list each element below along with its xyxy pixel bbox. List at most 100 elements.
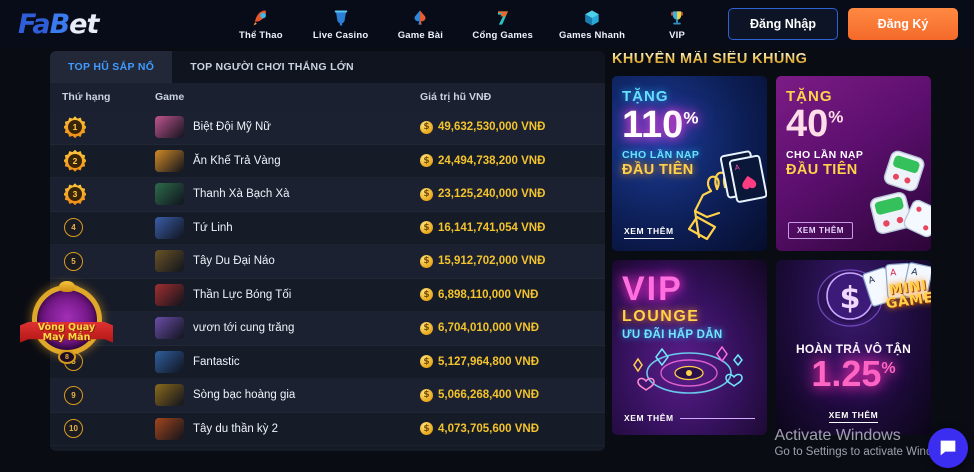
nav-item-game-bai[interactable]: Game Bài [394,8,446,41]
game-name: Tây Du Đại Náo [193,255,275,268]
game-name: Tây du thần kỳ 2 [193,422,279,435]
promo-amount-value: 1.25 [811,353,882,394]
promo-line1: TẶNG [622,88,669,105]
nav-label: Games Nhanh [559,29,626,41]
dollar-coin-icon: $ [420,388,433,402]
table-row[interactable]: 6Thần Lực Bóng Tối$6,898,110,000 VNĐ [50,278,605,312]
promo-amount-value: 40 [786,103,829,145]
jackpot-amount: 16,141,741,054 VNĐ [438,221,546,234]
promo-cta-wrap: XEM THÊM [624,413,755,423]
table-row[interactable]: 1 Biệt Đội Mỹ Nữ $49,632,530,000 VNĐ [50,111,605,145]
promo-cta-button[interactable]: XEM THÊM [788,222,854,239]
rank-number: 5 [71,256,76,266]
cell-jackpot-value: $5,127,964,800 VNĐ [420,355,605,369]
column-header-rank: Thứ hạng [62,91,111,103]
nav-item-cong-games[interactable]: Cổng Games [472,8,533,41]
lucky-wheel-counter: 8 [58,350,76,364]
cell-game: Tây Du Đại Náo [155,250,420,273]
game-name: Fantastic [193,355,240,368]
promo-card-vip-lounge[interactable]: VIP LOUNGE ƯU ĐÃI HẤP DẪN XEM THÊM [612,260,767,435]
nav-label: Thể Thao [238,29,283,41]
rank-number: 1 [68,120,82,135]
game-name: Thần Lực Bóng Tối [193,288,292,301]
promo-card-rebate[interactable]: $ A A A MINI GAME HOÀN TRẢ VÔ TẬN 1.25% … [776,260,931,435]
leaderboard-tabs: TOP HŨ SẮP NỔ TOP NGƯỜI CHƠI THẮNG LỚN [50,51,605,83]
dollar-coin-icon: $ [420,120,433,134]
tab-top-nguoi-choi-thang-lon[interactable]: TOP NGƯỜI CHƠI THẮNG LỚN [172,51,372,83]
dollar-coin-icon: $ [420,321,433,335]
column-header-value: Giá trị hũ VNĐ [420,91,492,103]
game-thumbnail [155,417,184,440]
cell-rank: 4 [50,218,155,238]
rank-medal-icon: 3 [64,183,86,206]
table-row[interactable]: 5 Tây Du Đại Náo $15,912,702,000 VNĐ [50,245,605,279]
promo-line4: ĐẦU TIÊN [786,162,858,179]
nav-label: Game Bài [397,29,444,41]
promo-headline: HOÀN TRẢ VÔ TẬN [796,342,911,356]
nav-item-live-casino[interactable]: Live Casino [313,8,369,41]
table-row[interactable]: 3 Thanh Xà Bạch Xà $23,125,240,000 VNĐ [50,178,605,212]
nav-item-the-thao[interactable]: Thể Thao [235,8,287,41]
promo-amount-value: 110 [622,104,684,146]
cell-jackpot-value: $6,898,110,000 VNĐ [420,288,605,302]
table-row[interactable]: 2 Ăn Khế Trả Vàng $24,494,738,200 VNĐ [50,144,605,178]
lucky-wheel-ribbon [20,322,113,343]
game-thumbnail [155,183,184,206]
table-row[interactable]: 8 Fantastic $5,127,964,800 VNĐ [50,345,605,379]
lucky-wheel-label-line2: May Mắn [42,332,91,343]
promo-cta-button[interactable]: XEM THÊM [624,413,674,423]
nav-label: Cổng Games [472,29,534,41]
promo-card-bonus-40[interactable]: TẶNG 40% CHO LẦN NẠP ĐẦU TIÊN XEM THÊM [776,76,931,251]
cell-jackpot-value: $49,632,530,000 VNĐ [420,120,605,134]
cell-game: Thanh Xà Bạch Xà [155,183,420,206]
cell-jackpot-value: $6,704,010,000 VNĐ [420,321,605,335]
promo-percent: % [881,360,896,377]
promo-cta-button[interactable]: XEM THÊM [828,410,879,423]
cell-game: Ăn Khế Trả Vàng [155,149,420,172]
cell-jackpot-value: $4,073,705,600 VNĐ [420,422,605,436]
column-header-game: Game [155,91,185,103]
game-thumbnail [155,216,184,239]
jackpot-amount: 5,066,268,400 VNĐ [438,389,540,402]
login-button[interactable]: Đăng Nhập [728,8,838,40]
table-row[interactable]: 10 Tây du thần kỳ 2 $4,073,705,600 VNĐ [50,412,605,446]
cell-game: Tây du thần kỳ 2 [155,417,420,440]
lucky-wheel-widget[interactable]: Vòng Quay May Mắn 8 [20,281,113,365]
dollar-coin-icon: $ [420,187,433,201]
cell-rank: 9 [50,385,155,405]
main-navigation: Thể Thao Live Casino Game Bài [150,8,728,41]
seven-icon [493,8,513,28]
nav-item-games-nhanh[interactable]: Games Nhanh [559,8,625,41]
site-logo[interactable]: FaBet [0,0,150,48]
register-button[interactable]: Đăng Ký [848,8,958,40]
cell-jackpot-value: $23,125,240,000 VNĐ [420,187,605,201]
rank-medal-icon: 1 [64,116,86,139]
promo-line3: CHO LẦN NẠP [622,149,700,162]
game-name: vươn tới cung trăng [193,322,295,335]
cell-game: Biệt Đội Mỹ Nữ [155,116,420,139]
promotions-title: KHUYẾN MÃI SIÊU KHỦNG [612,51,932,67]
table-row[interactable]: 4 Tứ Linh $16,141,741,054 VNĐ [50,211,605,245]
promo-card-bonus-110[interactable]: A TẶNG 110% CHO LẦN NẠP ĐẦU TIÊN XEM THÊ… [612,76,767,251]
cell-jackpot-value: $5,066,268,400 VNĐ [420,388,605,402]
leaderboard-header-row: Thứ hạng Game Giá trị hũ VNĐ [50,83,605,111]
jackpot-amount: 6,704,010,000 VNĐ [438,322,540,335]
promo-cta-rule [679,417,755,419]
logo-text: FaBet [18,11,99,38]
chat-widget-button[interactable] [928,428,968,468]
lucky-wheel-label-line1: Vòng Quay [37,322,96,333]
jackpot-amount: 6,898,110,000 VNĐ [438,288,539,301]
table-row[interactable]: 9 Sòng bạc hoàng gia $5,066,268,400 VNĐ [50,379,605,413]
promo-line1: TẶNG [786,88,833,105]
promo-cta-button[interactable]: XEM THÊM [624,226,674,239]
game-thumbnail [155,116,184,139]
auth-buttons: Đăng Nhập Đăng Ký [728,8,974,40]
table-row[interactable]: 7vươn tới cung trăng$6,704,010,000 VNĐ [50,312,605,346]
rank-ring-icon: 4 [64,218,83,238]
promo-cta-wrap: XEM THÊM [788,405,919,423]
tab-filler [371,51,605,83]
nav-item-vip[interactable]: VIP [651,8,703,41]
nav-label: VIP [669,29,686,41]
promo-line3: CHO LẦN NẠP [786,149,864,162]
tab-top-hu-sap-no[interactable]: TOP HŨ SẮP NỔ [50,51,173,83]
